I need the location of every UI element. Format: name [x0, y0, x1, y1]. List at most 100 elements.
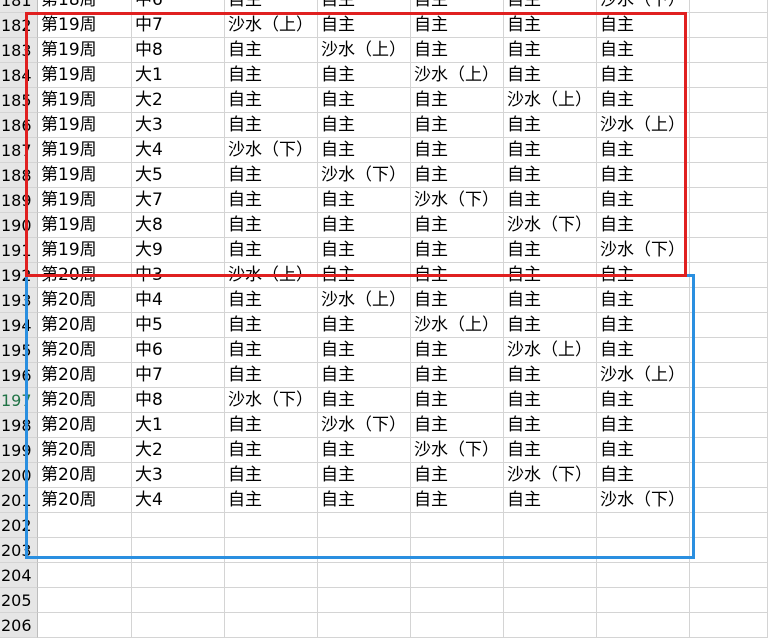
cell[interactable]: 自主 — [318, 463, 411, 488]
cell[interactable]: 自主 — [225, 288, 318, 313]
cell[interactable]: 自主 — [318, 363, 411, 388]
cell[interactable] — [504, 563, 597, 588]
cell[interactable]: 大4 — [132, 138, 225, 163]
cell[interactable]: 沙水（下） — [225, 138, 318, 163]
cell[interactable] — [690, 388, 768, 413]
row-header[interactable]: 194 — [0, 313, 38, 338]
cell[interactable]: 自主 — [225, 413, 318, 438]
cell[interactable]: 中5 — [132, 313, 225, 338]
row-header[interactable]: 198 — [0, 413, 38, 438]
cell[interactable]: 自主 — [318, 13, 411, 38]
cell[interactable]: 自主 — [318, 88, 411, 113]
cell[interactable]: 大2 — [132, 88, 225, 113]
cell[interactable] — [318, 613, 411, 638]
cell[interactable]: 自主 — [504, 13, 597, 38]
cell[interactable] — [38, 513, 132, 538]
cell[interactable]: 中6 — [132, 338, 225, 363]
cell[interactable]: 中7 — [132, 13, 225, 38]
row-header[interactable]: 183 — [0, 38, 38, 63]
cell[interactable]: 第19周 — [38, 63, 132, 88]
cell[interactable]: 自主 — [597, 213, 690, 238]
cell[interactable] — [690, 238, 768, 263]
row-header[interactable]: 197 — [0, 388, 38, 413]
cell[interactable] — [690, 263, 768, 288]
cell[interactable]: 第20周 — [38, 388, 132, 413]
row-header[interactable]: 193 — [0, 288, 38, 313]
cell[interactable]: 大3 — [132, 113, 225, 138]
cell[interactable]: 自主 — [411, 263, 504, 288]
cell[interactable]: 中8 — [132, 388, 225, 413]
row-header[interactable]: 192 — [0, 263, 38, 288]
cell[interactable]: 中4 — [132, 288, 225, 313]
cell[interactable]: 自主 — [504, 138, 597, 163]
cell[interactable]: 第19周 — [38, 238, 132, 263]
cell[interactable]: 自主 — [318, 488, 411, 513]
cell[interactable]: 自主 — [411, 338, 504, 363]
cell[interactable]: 自主 — [411, 38, 504, 63]
cell[interactable] — [690, 163, 768, 188]
cell[interactable]: 沙水（下） — [504, 463, 597, 488]
cell[interactable]: 沙水（下） — [318, 413, 411, 438]
cell[interactable] — [690, 188, 768, 213]
cell[interactable] — [690, 513, 768, 538]
cell[interactable]: 自主 — [411, 463, 504, 488]
row-header[interactable]: 181 — [0, 0, 38, 13]
cell[interactable] — [132, 613, 225, 638]
cell[interactable]: 自主 — [225, 238, 318, 263]
cell[interactable] — [690, 563, 768, 588]
row-header[interactable]: 182 — [0, 13, 38, 38]
cell[interactable]: 自主 — [597, 138, 690, 163]
cell[interactable]: 自主 — [504, 0, 597, 13]
cell[interactable]: 自主 — [318, 0, 411, 13]
cell[interactable]: 沙水（下） — [597, 238, 690, 263]
cell[interactable]: 沙水（下） — [411, 438, 504, 463]
row-header[interactable]: 200 — [0, 463, 38, 488]
cell[interactable]: 第19周 — [38, 138, 132, 163]
cell[interactable]: 大1 — [132, 413, 225, 438]
cell[interactable]: 自主 — [225, 113, 318, 138]
cell[interactable] — [597, 588, 690, 613]
cell[interactable]: 自主 — [225, 188, 318, 213]
cell[interactable] — [504, 588, 597, 613]
cell[interactable]: 第19周 — [38, 188, 132, 213]
cell[interactable] — [318, 538, 411, 563]
cell[interactable]: 自主 — [225, 313, 318, 338]
cell[interactable]: 自主 — [597, 438, 690, 463]
cell[interactable]: 自主 — [597, 413, 690, 438]
cell[interactable]: 自主 — [411, 238, 504, 263]
cell[interactable]: 中8 — [132, 38, 225, 63]
cell[interactable]: 自主 — [411, 488, 504, 513]
cell[interactable] — [690, 413, 768, 438]
cell[interactable]: 自主 — [597, 338, 690, 363]
cell[interactable]: 自主 — [504, 63, 597, 88]
cell[interactable]: 沙水（下） — [411, 188, 504, 213]
cell[interactable] — [411, 588, 504, 613]
cell[interactable]: 第19周 — [38, 38, 132, 63]
cell[interactable] — [318, 513, 411, 538]
cell[interactable]: 第20周 — [38, 288, 132, 313]
cell[interactable]: 自主 — [597, 88, 690, 113]
cell[interactable]: 第18周 — [38, 0, 132, 13]
cell[interactable]: 自主 — [225, 63, 318, 88]
cell[interactable]: 自主 — [318, 113, 411, 138]
cell[interactable]: 自主 — [411, 163, 504, 188]
cell[interactable]: 自主 — [318, 238, 411, 263]
cell[interactable]: 自主 — [597, 188, 690, 213]
cell[interactable]: 自主 — [318, 263, 411, 288]
cell[interactable]: 大8 — [132, 213, 225, 238]
cell[interactable] — [411, 538, 504, 563]
cell[interactable]: 大9 — [132, 238, 225, 263]
cell[interactable]: 自主 — [504, 113, 597, 138]
row-header[interactable]: 203 — [0, 538, 38, 563]
cell[interactable]: 自主 — [318, 438, 411, 463]
cell[interactable] — [690, 88, 768, 113]
cell[interactable] — [225, 613, 318, 638]
cell[interactable]: 自主 — [597, 63, 690, 88]
row-header[interactable]: 201 — [0, 488, 38, 513]
cell[interactable] — [38, 588, 132, 613]
cell[interactable]: 自主 — [411, 0, 504, 13]
cell[interactable]: 大3 — [132, 463, 225, 488]
row-header[interactable]: 199 — [0, 438, 38, 463]
cell[interactable]: 自主 — [597, 38, 690, 63]
cell[interactable]: 自主 — [225, 88, 318, 113]
